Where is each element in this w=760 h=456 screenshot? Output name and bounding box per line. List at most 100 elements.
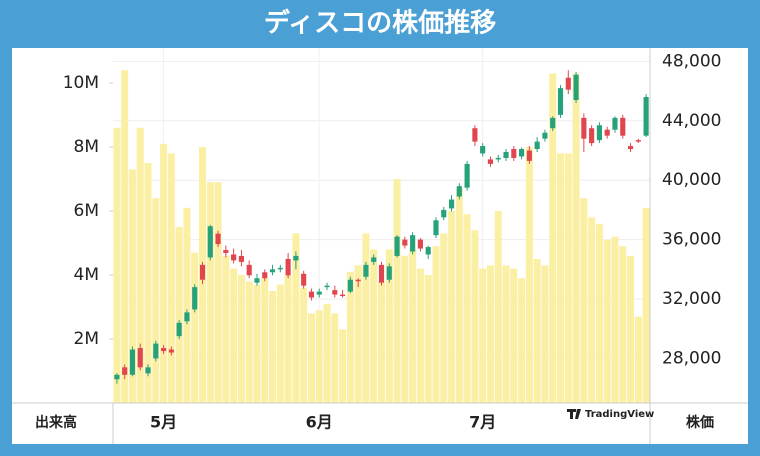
volume-bar <box>541 265 549 403</box>
volume-bar <box>533 259 541 403</box>
candle-body <box>519 149 525 157</box>
x-tick-label: 6月 <box>306 413 333 432</box>
candle-body <box>612 117 618 130</box>
candle-body <box>301 273 307 286</box>
volume-bar <box>502 265 510 403</box>
x-tick-label: 7月 <box>469 413 496 432</box>
volume-bar <box>346 271 354 403</box>
candle-body <box>129 349 136 375</box>
volume-bar <box>245 281 253 403</box>
candle-body <box>542 132 548 139</box>
volume-bar <box>580 198 588 403</box>
candle-body <box>215 233 221 245</box>
candle-body <box>122 367 128 375</box>
volume-bar <box>261 278 269 403</box>
volume-bar <box>269 291 277 403</box>
candle-body <box>596 125 602 141</box>
volume-bar <box>307 313 315 403</box>
plot-area <box>113 48 650 404</box>
candle-body <box>199 264 206 280</box>
candle-body <box>417 239 423 249</box>
volume-bar <box>448 211 456 403</box>
candle-body <box>503 151 509 158</box>
volume-bar <box>167 153 175 403</box>
candle-body <box>176 322 182 337</box>
candle-body <box>269 269 276 273</box>
y2-tick-label: 40,000 <box>662 170 721 190</box>
volume-bar <box>276 284 284 403</box>
volume-bar <box>331 313 339 403</box>
volume-bar <box>113 127 121 404</box>
volume-bar <box>471 230 479 403</box>
candle-body <box>324 285 330 288</box>
volume-bar <box>160 143 168 404</box>
candle-body <box>355 279 361 282</box>
candle-body <box>262 272 268 279</box>
volume-bar <box>603 239 611 403</box>
candle-body <box>526 150 532 161</box>
volume-bar <box>455 188 463 403</box>
candle-body <box>184 312 190 322</box>
volume-bar <box>377 281 386 403</box>
candle-body <box>472 128 478 142</box>
volume-bar <box>642 207 650 403</box>
candle-body <box>207 226 213 258</box>
watermark: TradingView <box>567 409 654 420</box>
volume-bar <box>370 249 378 403</box>
candle-body <box>495 157 501 160</box>
candle-body <box>371 257 377 262</box>
volume-bar <box>339 329 347 403</box>
volume-bar <box>284 275 292 403</box>
candle-body <box>550 117 556 129</box>
candle-body <box>277 267 283 270</box>
volume-bar <box>300 287 308 403</box>
volume-bar <box>463 214 471 403</box>
y2-axis-label: 株価 <box>686 414 714 431</box>
candle-body <box>464 163 470 188</box>
volume-bar <box>518 278 526 403</box>
volume-bar <box>315 310 323 403</box>
volume-bar <box>556 153 565 403</box>
watermark-logo <box>567 409 581 419</box>
candle-body <box>347 279 353 292</box>
y2-tick-label: 36,000 <box>662 230 721 250</box>
volume-bar <box>253 284 261 403</box>
volume-bar <box>152 198 160 403</box>
candle-body <box>231 254 237 261</box>
candle-body <box>534 141 540 150</box>
candle-body <box>308 291 315 298</box>
candle-body <box>285 258 291 276</box>
volume-bar <box>354 265 362 403</box>
y2-tick-label: 48,000 <box>662 51 721 71</box>
volume-bar <box>121 70 129 403</box>
volume-bar <box>128 169 136 403</box>
candle-body <box>643 97 649 136</box>
y2-tick-label: 32,000 <box>662 289 721 309</box>
candle-body <box>433 220 439 236</box>
candle-body <box>363 264 369 277</box>
candle-body <box>620 117 626 136</box>
candle-body <box>573 74 579 101</box>
volume-bar <box>595 223 603 403</box>
candle-body <box>168 349 174 353</box>
candle-body <box>456 186 462 197</box>
candle-body <box>254 278 260 283</box>
volume-bar <box>440 233 448 403</box>
volume-bar <box>572 73 580 404</box>
volume-bar <box>401 255 409 403</box>
volume-bar <box>393 179 401 403</box>
candle-body <box>192 287 198 310</box>
candle-body <box>386 266 392 280</box>
candle-body <box>410 235 416 252</box>
candle-body <box>565 77 571 90</box>
candle-body <box>627 146 634 150</box>
candle-body <box>487 159 494 164</box>
volume-bar <box>432 246 440 403</box>
volume-bar <box>564 153 572 403</box>
candle-body <box>511 149 517 158</box>
volume-bar <box>292 233 300 403</box>
y-tick-label: 6M <box>74 201 99 221</box>
volume-bar <box>206 182 214 403</box>
volume-bar <box>237 275 245 403</box>
